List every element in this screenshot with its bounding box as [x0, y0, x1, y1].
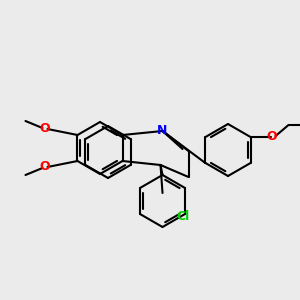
Text: O: O: [39, 122, 50, 136]
Text: O: O: [266, 130, 277, 143]
Text: O: O: [39, 160, 50, 173]
Text: Cl: Cl: [176, 209, 190, 223]
Text: N: N: [157, 124, 168, 137]
